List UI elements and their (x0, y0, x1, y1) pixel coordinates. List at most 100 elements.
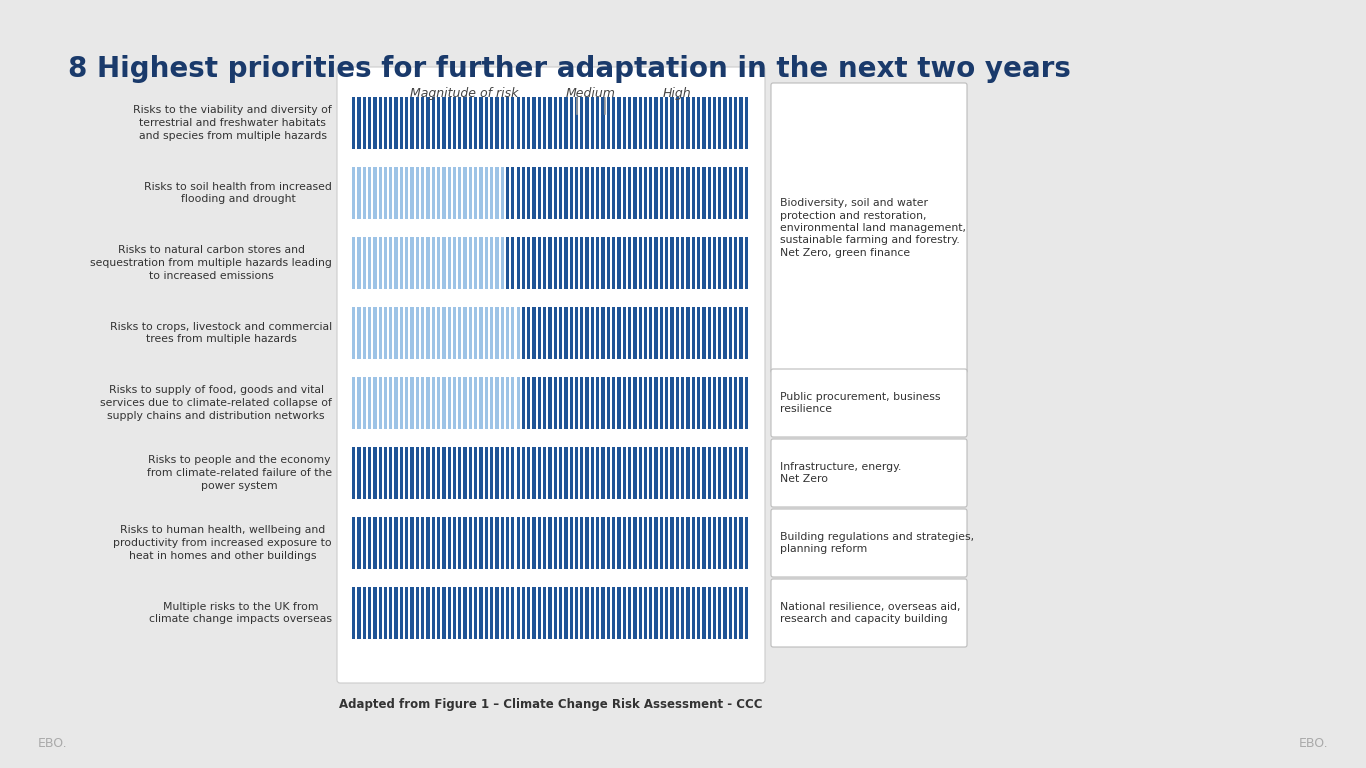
Bar (682, 517, 684, 569)
Bar (544, 237, 546, 289)
Bar (474, 377, 477, 429)
Bar (638, 587, 642, 639)
Bar (511, 167, 515, 219)
Bar (384, 517, 387, 569)
Bar (581, 307, 583, 359)
Bar (617, 167, 620, 219)
Bar (676, 97, 679, 149)
Bar (708, 517, 710, 569)
Bar (384, 167, 387, 219)
Bar (617, 377, 620, 429)
Bar (415, 587, 419, 639)
Bar (660, 97, 663, 149)
Bar (448, 237, 451, 289)
Bar (516, 517, 520, 569)
Bar (516, 377, 520, 429)
Bar (352, 587, 355, 639)
Bar (362, 447, 366, 499)
Bar (533, 587, 535, 639)
Bar (479, 447, 482, 499)
Text: Infrastructure, energy.
Net Zero: Infrastructure, energy. Net Zero (780, 462, 902, 484)
Bar (362, 587, 366, 639)
Bar (559, 447, 563, 499)
Bar (511, 377, 515, 429)
Bar (708, 307, 710, 359)
Bar (654, 517, 658, 569)
Bar (734, 377, 738, 429)
Bar (660, 587, 663, 639)
Bar (734, 587, 738, 639)
Bar (373, 447, 377, 499)
Bar (384, 447, 387, 499)
Bar (426, 167, 429, 219)
Bar (643, 167, 647, 219)
Bar (564, 237, 567, 289)
Bar (612, 517, 615, 569)
Bar (511, 517, 515, 569)
Bar (522, 307, 525, 359)
Bar (511, 587, 515, 639)
Bar (654, 167, 658, 219)
Bar (463, 377, 467, 429)
Text: Risks to soil health from increased
flooding and drought: Risks to soil health from increased floo… (145, 181, 332, 204)
Bar (522, 167, 525, 219)
Bar (426, 97, 429, 149)
Bar (734, 167, 738, 219)
Bar (581, 237, 583, 289)
Bar (410, 517, 414, 569)
Bar (586, 307, 589, 359)
Bar (702, 587, 705, 639)
Bar (490, 447, 493, 499)
Bar (634, 167, 637, 219)
Bar (553, 237, 557, 289)
Bar (586, 97, 589, 149)
Bar (702, 447, 705, 499)
Bar (474, 517, 477, 569)
Bar (490, 307, 493, 359)
Bar (691, 447, 695, 499)
Bar (458, 237, 462, 289)
Bar (500, 167, 504, 219)
Bar (638, 447, 642, 499)
Text: EBO.: EBO. (1298, 737, 1328, 750)
Bar (601, 167, 605, 219)
Bar (634, 447, 637, 499)
Bar (612, 587, 615, 639)
Bar (686, 97, 690, 149)
Bar (617, 97, 620, 149)
Bar (581, 167, 583, 219)
Bar (437, 447, 440, 499)
Bar (570, 307, 572, 359)
Bar (564, 377, 567, 429)
Bar (437, 97, 440, 149)
Bar (421, 587, 425, 639)
Bar (367, 517, 372, 569)
Bar (533, 237, 535, 289)
Bar (724, 167, 727, 219)
Bar (533, 97, 535, 149)
Bar (527, 587, 530, 639)
Bar (702, 307, 705, 359)
Bar (352, 447, 355, 499)
Bar (415, 377, 419, 429)
Bar (378, 237, 382, 289)
Bar (713, 587, 716, 639)
Bar (596, 307, 600, 359)
Bar (713, 517, 716, 569)
Bar (410, 447, 414, 499)
Bar (596, 167, 600, 219)
Bar (538, 237, 541, 289)
Bar (479, 307, 482, 359)
Bar (500, 237, 504, 289)
Bar (665, 377, 668, 429)
Bar (654, 237, 658, 289)
Bar (400, 447, 403, 499)
Bar (469, 447, 473, 499)
Bar (617, 237, 620, 289)
Text: 8 Highest priorities for further adaptation in the next two years: 8 Highest priorities for further adaptat… (68, 55, 1071, 83)
Bar (596, 377, 600, 429)
Bar (628, 377, 631, 429)
Bar (485, 307, 488, 359)
Bar (691, 167, 695, 219)
Bar (373, 237, 377, 289)
